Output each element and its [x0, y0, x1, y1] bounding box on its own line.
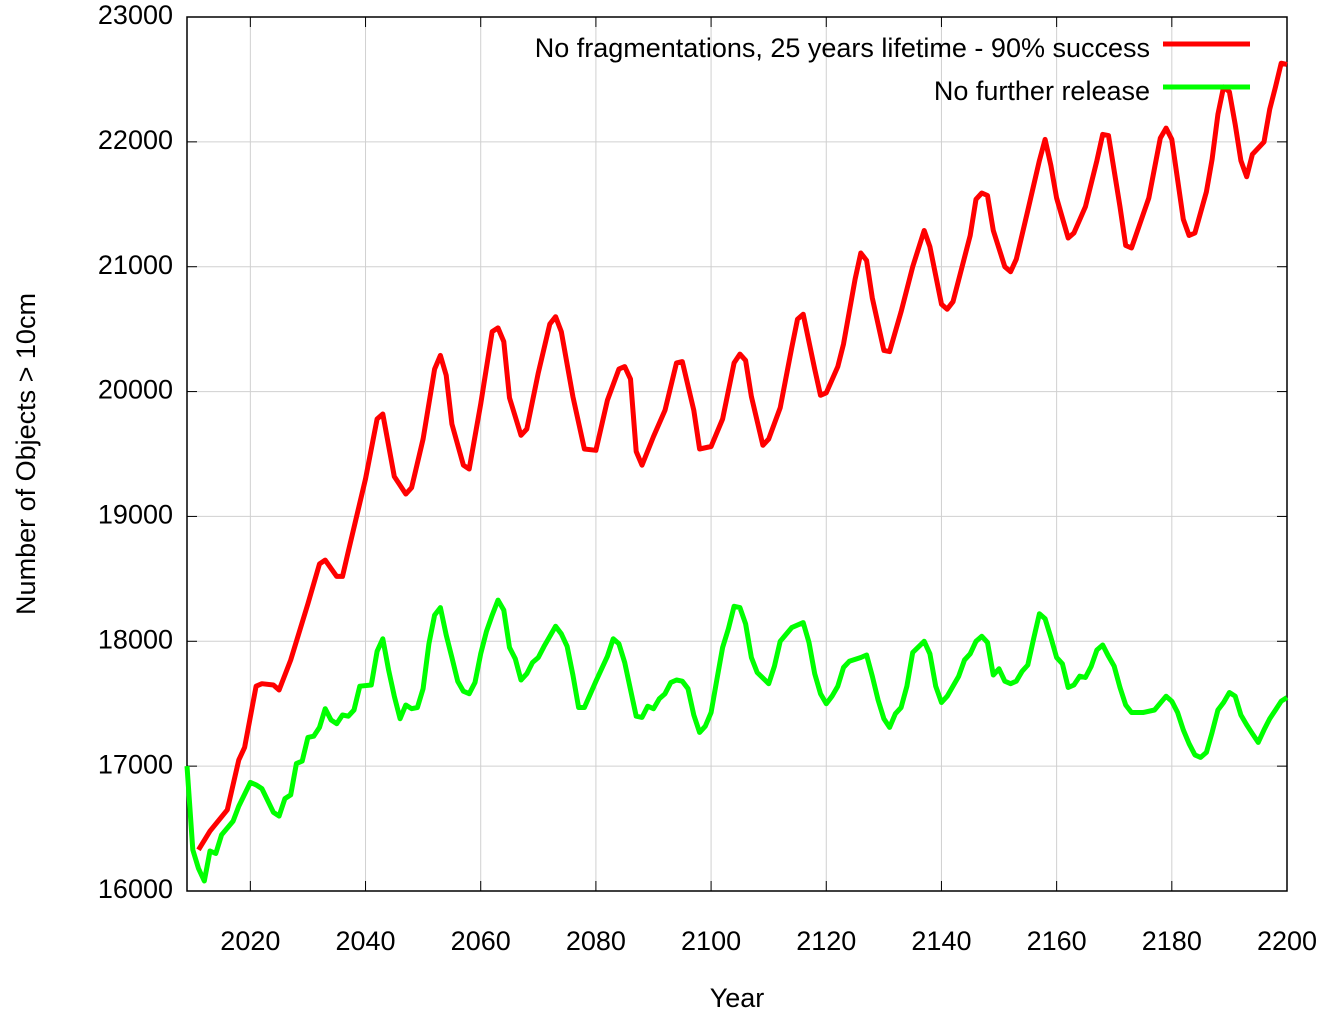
legend-label: No fragmentations, 25 years lifetime - 9… [535, 33, 1150, 63]
x-tick-label: 2160 [1027, 926, 1087, 956]
x-tick-label: 2120 [796, 926, 856, 956]
x-tick-label: 2080 [566, 926, 626, 956]
y-tick-label: 17000 [98, 749, 173, 779]
plot-frame [186, 16, 1288, 892]
y-tick-label: 16000 [98, 874, 173, 904]
x-tick-label: 2200 [1257, 926, 1317, 956]
series-line [184, 597, 1289, 884]
y-tick-label: 19000 [98, 500, 173, 530]
y-tick-label: 18000 [98, 624, 173, 654]
series-line [196, 60, 1288, 852]
x-tick-label: 2100 [681, 926, 741, 956]
x-tick-label: 2180 [1142, 926, 1202, 956]
y-tick-label: 22000 [98, 125, 173, 155]
y-tick-label: 20000 [98, 375, 173, 405]
y-tick-label: 23000 [98, 0, 173, 30]
legend-label: No further release [934, 76, 1150, 106]
y-axis-label: Number of Objects > 10cm [11, 293, 41, 615]
y-tick-label: 21000 [98, 250, 173, 280]
x-tick-label: 2140 [911, 926, 971, 956]
x-axis-label: Year [710, 983, 765, 1013]
x-tick-label: 2060 [451, 926, 511, 956]
x-tick-label: 2020 [220, 926, 280, 956]
x-tick-label: 2040 [335, 926, 395, 956]
